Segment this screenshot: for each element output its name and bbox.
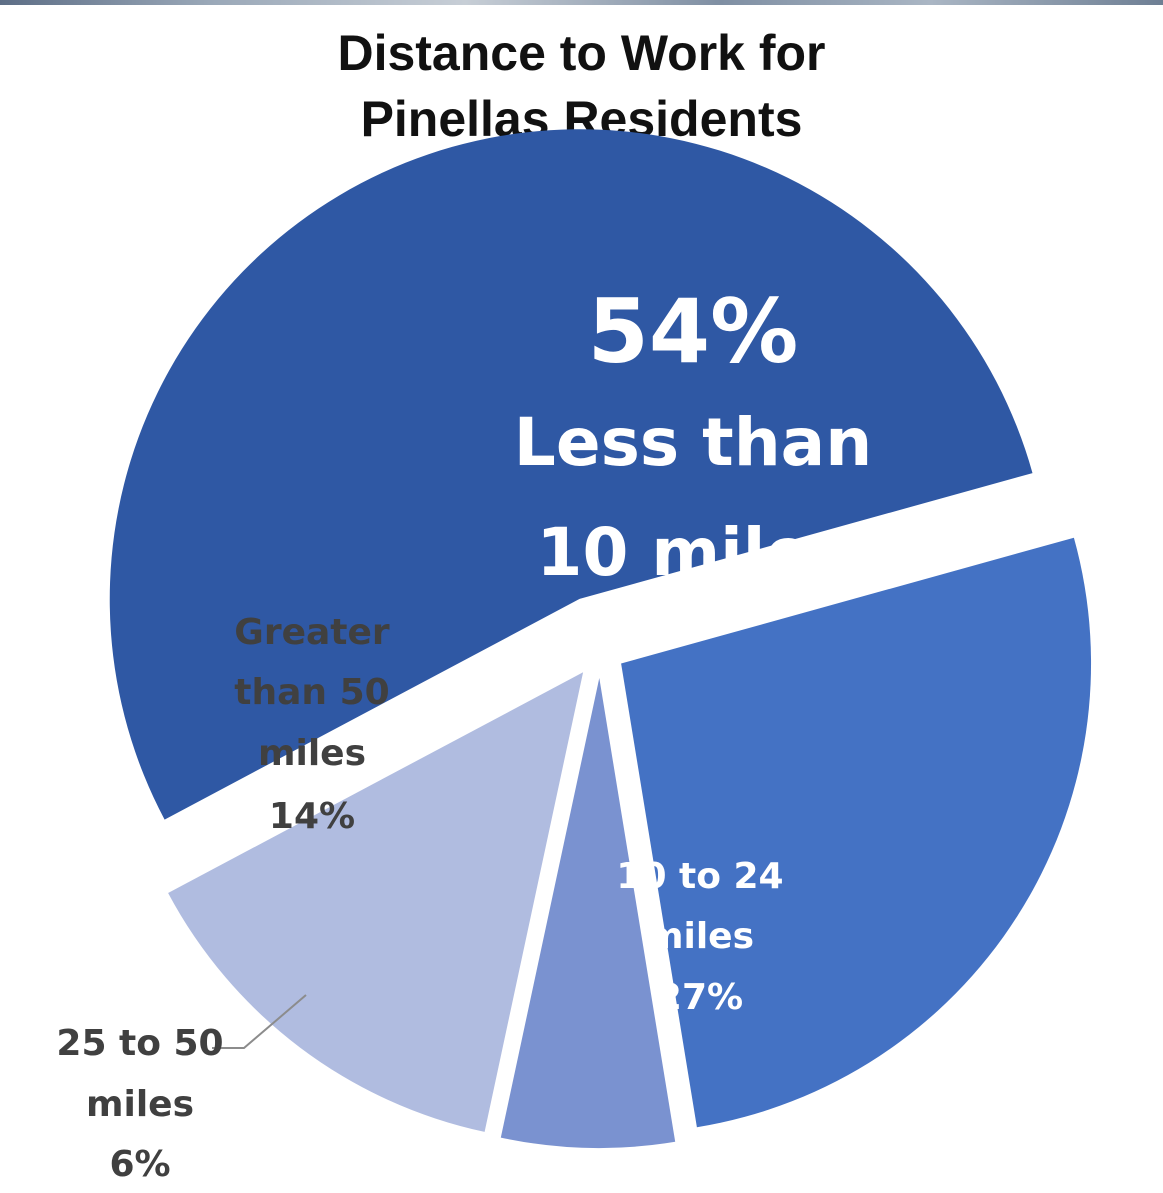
data-label-greater-than-50-miles-value: 14% <box>269 796 355 837</box>
pie-slice-25-to-50-miles <box>500 678 676 1148</box>
data-label-10-to-24-miles-line-2: miles <box>646 916 754 957</box>
chart-title-line-1: Distance to Work for <box>337 25 826 81</box>
data-label-greater-than-50-miles-line-1: Greater <box>234 612 390 653</box>
data-label-greater-than-50-miles-line-3: miles <box>258 733 366 774</box>
data-label-10-to-24-miles-value: 27% <box>657 977 743 1018</box>
pie-slice-10-to-24-miles <box>621 537 1092 1128</box>
pie-slice-less-than-10-miles <box>109 129 1033 820</box>
data-label-25-to-50-miles-value: 6% <box>109 1144 170 1185</box>
data-label-less-than-10-miles-value: 54% <box>588 280 799 383</box>
top-image-strip <box>0 0 1163 5</box>
data-label-less-than-10-miles-line-3: 10 miles <box>537 514 850 591</box>
data-label-greater-than-50-miles-line-2: than 50 <box>234 672 389 713</box>
leader-line-25-to-50-miles <box>212 994 307 1049</box>
data-label-25-to-50-miles-line-2: miles <box>86 1084 194 1125</box>
pie-slice-greater-than-50-miles <box>168 672 584 1132</box>
data-label-less-than-10-miles-line-2: Less than <box>514 404 872 481</box>
data-label-10-to-24-miles-line-1: 10 to 24 <box>616 856 783 897</box>
data-label-25-to-50-miles-line-1: 25 to 50 <box>56 1023 223 1064</box>
